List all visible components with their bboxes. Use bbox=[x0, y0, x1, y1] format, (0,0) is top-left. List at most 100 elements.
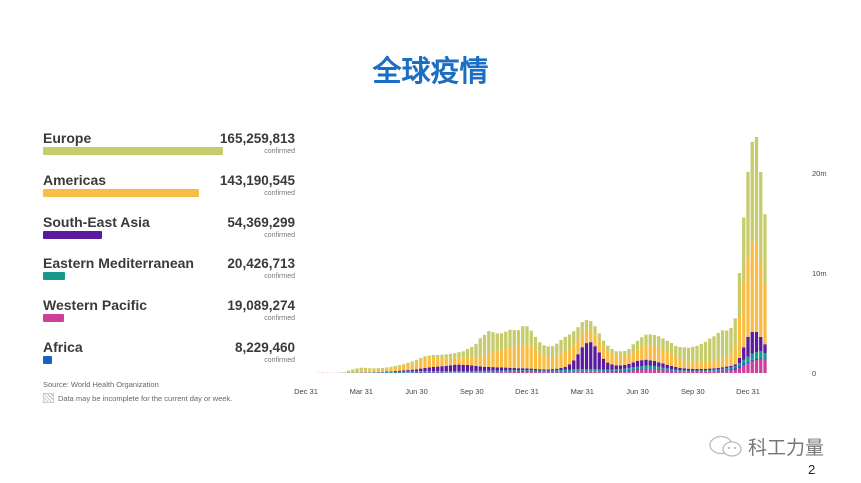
bar-segment bbox=[504, 331, 508, 349]
bar-segment bbox=[720, 368, 725, 370]
bar-segment bbox=[627, 367, 631, 370]
bar-segment bbox=[576, 369, 580, 372]
bar-segment bbox=[508, 370, 512, 372]
bar-segment bbox=[691, 346, 695, 362]
bar-segment bbox=[427, 370, 431, 372]
x-tick-label: Sep 30 bbox=[681, 387, 705, 396]
bar-segment bbox=[669, 343, 674, 354]
bar-segment bbox=[567, 369, 572, 372]
bar-segment bbox=[742, 359, 746, 364]
bar-segment bbox=[614, 351, 618, 356]
bar-segment bbox=[746, 336, 750, 357]
bar-segment bbox=[610, 369, 614, 371]
bar-segment bbox=[678, 368, 682, 370]
bar-segment bbox=[742, 347, 746, 360]
bar-segment bbox=[648, 368, 652, 369]
bar-segment bbox=[474, 365, 478, 371]
bar-segment bbox=[652, 368, 657, 369]
bar-segment bbox=[550, 357, 555, 370]
bar-segment bbox=[754, 332, 759, 352]
x-tick-label: Dec 31 bbox=[515, 387, 539, 396]
bar-segment bbox=[525, 368, 529, 371]
bar-segment bbox=[665, 364, 669, 369]
bar-segment bbox=[491, 370, 495, 373]
bar-segment bbox=[380, 369, 385, 372]
bar-segment bbox=[648, 369, 652, 373]
bar-segment bbox=[499, 333, 504, 351]
bar-segment bbox=[635, 366, 640, 369]
bar-segment bbox=[508, 371, 512, 373]
bar-segment bbox=[763, 359, 767, 360]
bar-segment bbox=[567, 334, 572, 349]
bar-segment bbox=[618, 355, 623, 366]
region-name: South-East Asia bbox=[43, 213, 150, 230]
bar-segment bbox=[406, 362, 410, 365]
region-bar bbox=[43, 272, 66, 281]
bar-segment bbox=[720, 370, 725, 373]
bar-segment bbox=[640, 369, 644, 373]
region-name: Africa bbox=[43, 339, 83, 355]
bar-segment bbox=[610, 364, 614, 370]
region-count: 143,190,545 bbox=[219, 172, 295, 188]
bar-segment bbox=[699, 371, 703, 373]
region-unit: confirmed bbox=[264, 231, 295, 239]
x-tick-label: Sep 30 bbox=[460, 387, 484, 396]
bar-segment bbox=[406, 372, 410, 373]
bar-segment bbox=[542, 345, 546, 356]
bar-segment bbox=[763, 284, 767, 345]
bar-segment bbox=[559, 370, 563, 372]
bar-segment bbox=[742, 282, 746, 348]
bar-segment bbox=[474, 370, 478, 373]
bar-segment bbox=[703, 361, 708, 369]
bar-segment bbox=[538, 342, 542, 354]
bar-segment bbox=[716, 359, 720, 368]
bar-segment bbox=[546, 369, 550, 371]
bar-segment bbox=[508, 372, 512, 373]
bar-segment bbox=[563, 350, 567, 367]
bar-segment bbox=[729, 368, 733, 371]
bar-segment bbox=[495, 351, 499, 368]
bar-segment bbox=[614, 372, 618, 373]
bar-segment bbox=[652, 335, 657, 346]
bar-segment bbox=[406, 364, 410, 371]
bar-segment bbox=[589, 342, 593, 370]
bar-segment bbox=[410, 362, 414, 370]
bar-segment bbox=[525, 326, 529, 345]
bar-segment bbox=[448, 365, 453, 372]
bar-segment bbox=[686, 368, 691, 371]
bar-segment bbox=[610, 370, 614, 372]
bar-segment bbox=[372, 369, 376, 373]
x-tick-label: Mar 31 bbox=[571, 387, 594, 396]
bar-segment bbox=[627, 371, 631, 373]
bar-segment bbox=[533, 336, 538, 350]
bar-segment bbox=[453, 364, 457, 372]
bar-segment bbox=[640, 366, 644, 369]
bar-segment bbox=[674, 369, 678, 371]
bar-segment bbox=[725, 366, 729, 369]
bar-segment bbox=[669, 369, 674, 371]
bar-segment bbox=[555, 372, 559, 373]
bar-segment bbox=[368, 368, 372, 371]
bar-segment bbox=[499, 350, 504, 368]
region-count: 8,229,460 bbox=[234, 340, 295, 355]
region-row: Western Pacific 19,089,274 confirmed bbox=[43, 297, 295, 339]
bar-segment bbox=[601, 371, 606, 372]
bar-segment bbox=[385, 367, 389, 369]
bar-segment bbox=[512, 371, 516, 372]
region-bar bbox=[43, 230, 103, 239]
bar-segment bbox=[572, 372, 576, 373]
bar-segment bbox=[555, 355, 559, 369]
bar-segment bbox=[372, 372, 376, 373]
bar-segment bbox=[529, 330, 533, 347]
bar-segment bbox=[504, 367, 508, 371]
bar-segment bbox=[614, 370, 618, 372]
bar-segment bbox=[512, 347, 516, 368]
bar-segment bbox=[601, 369, 606, 372]
bar-segment bbox=[504, 348, 508, 368]
bar-segment bbox=[652, 366, 657, 369]
y-tick-label: 20m bbox=[812, 169, 827, 178]
bar-segment bbox=[716, 370, 720, 371]
bar-segment bbox=[538, 369, 542, 371]
bar-segment bbox=[580, 347, 584, 370]
bar-segment bbox=[406, 371, 410, 373]
